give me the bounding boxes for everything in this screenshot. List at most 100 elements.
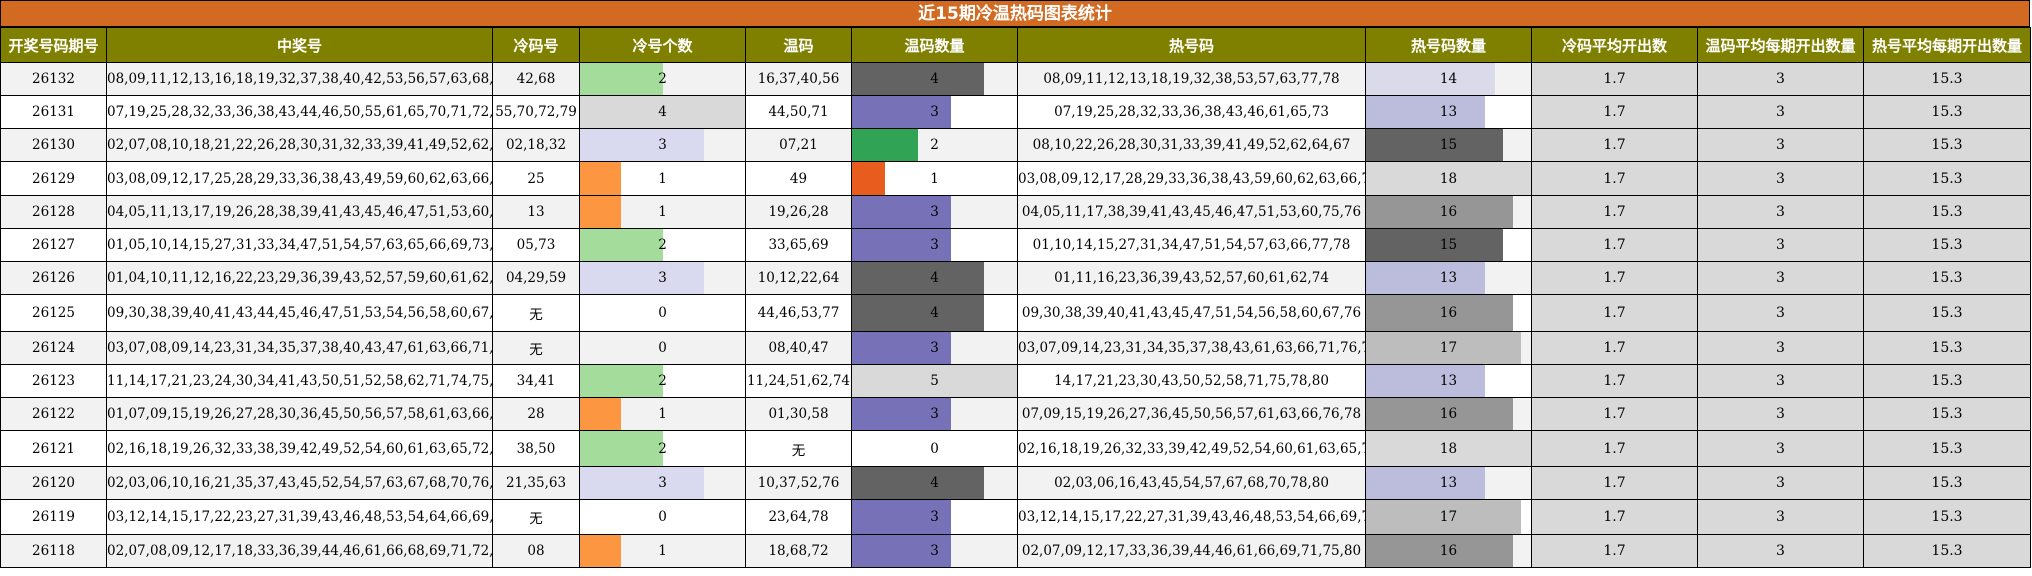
issue-cell[interactable]: 26131 bbox=[0, 95, 107, 129]
warm-count-cell[interactable]: 3 bbox=[851, 95, 1018, 129]
avg-warm-cell[interactable]: 3 bbox=[1697, 195, 1864, 229]
cold-count-cell[interactable]: 2 bbox=[579, 364, 746, 398]
hot-count-cell[interactable]: 18 bbox=[1365, 161, 1532, 196]
avg-cold-cell[interactable]: 1.7 bbox=[1531, 466, 1698, 500]
avg-cold-cell[interactable]: 1.7 bbox=[1531, 62, 1698, 96]
cold-cell[interactable]: 55,70,72,79 bbox=[492, 95, 580, 129]
issue-cell[interactable]: 26132 bbox=[0, 62, 107, 96]
avg-hot-cell[interactable]: 15.3 bbox=[1863, 128, 2031, 162]
warm-count-cell[interactable]: 1 bbox=[851, 161, 1018, 196]
numbers-cell[interactable]: 02,16,18,19,26,32,33,38,39,42,49,52,54,6… bbox=[106, 430, 493, 467]
avg-warm-cell[interactable]: 3 bbox=[1697, 499, 1864, 535]
hot-count-cell[interactable]: 16 bbox=[1365, 195, 1532, 229]
warm-cell[interactable]: 19,26,28 bbox=[745, 195, 852, 229]
avg-hot-cell[interactable]: 15.3 bbox=[1863, 294, 2031, 332]
numbers-cell[interactable]: 04,05,11,13,17,19,26,28,38,39,41,43,45,4… bbox=[106, 195, 493, 229]
avg-cold-cell[interactable]: 1.7 bbox=[1531, 364, 1698, 398]
warm-cell[interactable]: 10,37,52,76 bbox=[745, 466, 852, 500]
hot-cell[interactable]: 03,07,09,14,23,31,34,35,37,38,43,61,63,6… bbox=[1017, 331, 1366, 365]
avg-cold-cell[interactable]: 1.7 bbox=[1531, 161, 1698, 196]
avg-warm-cell[interactable]: 3 bbox=[1697, 95, 1864, 129]
warm-cell[interactable]: 无 bbox=[745, 430, 852, 467]
hot-count-cell[interactable]: 13 bbox=[1365, 261, 1532, 295]
hot-count-cell[interactable]: 13 bbox=[1365, 364, 1532, 398]
header-warm[interactable]: 温码 bbox=[745, 27, 852, 63]
cold-count-cell[interactable]: 1 bbox=[579, 397, 746, 431]
cold-count-cell[interactable]: 3 bbox=[579, 128, 746, 162]
avg-cold-cell[interactable]: 1.7 bbox=[1531, 534, 1698, 568]
warm-cell[interactable]: 01,30,58 bbox=[745, 397, 852, 431]
cold-count-cell[interactable]: 0 bbox=[579, 294, 746, 332]
avg-cold-cell[interactable]: 1.7 bbox=[1531, 261, 1698, 295]
avg-cold-cell[interactable]: 1.7 bbox=[1531, 499, 1698, 535]
numbers-cell[interactable]: 03,08,09,12,17,25,28,29,33,36,38,43,49,5… bbox=[106, 161, 493, 196]
hot-cell[interactable]: 07,09,15,19,26,27,36,45,50,56,57,61,63,6… bbox=[1017, 397, 1366, 431]
cold-count-cell[interactable]: 3 bbox=[579, 466, 746, 500]
hot-cell[interactable]: 03,08,09,12,17,28,29,33,36,38,43,59,60,6… bbox=[1017, 161, 1366, 196]
issue-cell[interactable]: 26118 bbox=[0, 534, 107, 568]
avg-cold-cell[interactable]: 1.7 bbox=[1531, 397, 1698, 431]
header-issue[interactable]: 开奖号码期号 bbox=[0, 27, 107, 63]
header-numbers[interactable]: 中奖号 bbox=[106, 27, 493, 63]
issue-cell[interactable]: 26121 bbox=[0, 430, 107, 467]
cold-count-cell[interactable]: 1 bbox=[579, 195, 746, 229]
avg-cold-cell[interactable]: 1.7 bbox=[1531, 95, 1698, 129]
issue-cell[interactable]: 26130 bbox=[0, 128, 107, 162]
header-cold[interactable]: 冷码号 bbox=[492, 27, 580, 63]
hot-cell[interactable]: 02,07,09,12,17,33,36,39,44,46,61,66,69,7… bbox=[1017, 534, 1366, 568]
warm-count-cell[interactable]: 3 bbox=[851, 228, 1018, 262]
warm-cell[interactable]: 07,21 bbox=[745, 128, 852, 162]
cold-cell[interactable]: 05,73 bbox=[492, 228, 580, 262]
hot-count-cell[interactable]: 17 bbox=[1365, 331, 1532, 365]
numbers-cell[interactable]: 09,30,38,39,40,41,43,44,45,46,47,51,53,5… bbox=[106, 294, 493, 332]
avg-hot-cell[interactable]: 15.3 bbox=[1863, 95, 2031, 129]
avg-warm-cell[interactable]: 3 bbox=[1697, 128, 1864, 162]
avg-warm-cell[interactable]: 3 bbox=[1697, 294, 1864, 332]
avg-hot-cell[interactable]: 15.3 bbox=[1863, 397, 2031, 431]
issue-cell[interactable]: 26120 bbox=[0, 466, 107, 500]
hot-count-cell[interactable]: 18 bbox=[1365, 430, 1532, 467]
warm-cell[interactable]: 49 bbox=[745, 161, 852, 196]
header-hot-count[interactable]: 热号码数量 bbox=[1365, 27, 1532, 63]
hot-cell[interactable]: 14,17,21,23,30,43,50,52,58,71,75,78,80 bbox=[1017, 364, 1366, 398]
numbers-cell[interactable]: 07,19,25,28,32,33,36,38,43,44,46,50,55,6… bbox=[106, 95, 493, 129]
hot-count-cell[interactable]: 14 bbox=[1365, 62, 1532, 96]
cold-cell[interactable]: 38,50 bbox=[492, 430, 580, 467]
avg-hot-cell[interactable]: 15.3 bbox=[1863, 499, 2031, 535]
issue-cell[interactable]: 26125 bbox=[0, 294, 107, 332]
avg-warm-cell[interactable]: 3 bbox=[1697, 62, 1864, 96]
header-avg-cold[interactable]: 冷码平均开出数 bbox=[1531, 27, 1698, 63]
numbers-cell[interactable]: 02,03,06,10,16,21,35,37,43,45,52,54,57,6… bbox=[106, 466, 493, 500]
hot-cell[interactable]: 04,05,11,17,38,39,41,43,45,46,47,51,53,6… bbox=[1017, 195, 1366, 229]
cold-cell[interactable]: 无 bbox=[492, 331, 580, 365]
hot-cell[interactable]: 02,16,18,19,26,32,33,39,42,49,52,54,60,6… bbox=[1017, 430, 1366, 467]
avg-cold-cell[interactable]: 1.7 bbox=[1531, 430, 1698, 467]
warm-count-cell[interactable]: 4 bbox=[851, 62, 1018, 96]
avg-cold-cell[interactable]: 1.7 bbox=[1531, 228, 1698, 262]
avg-warm-cell[interactable]: 3 bbox=[1697, 364, 1864, 398]
hot-cell[interactable]: 07,19,25,28,32,33,36,38,43,46,61,65,73 bbox=[1017, 95, 1366, 129]
numbers-cell[interactable]: 02,07,08,09,12,17,18,33,36,39,44,46,61,6… bbox=[106, 534, 493, 568]
cold-count-cell[interactable]: 0 bbox=[579, 499, 746, 535]
warm-count-cell[interactable]: 3 bbox=[851, 195, 1018, 229]
warm-count-cell[interactable]: 5 bbox=[851, 364, 1018, 398]
warm-cell[interactable]: 10,12,22,64 bbox=[745, 261, 852, 295]
issue-cell[interactable]: 26124 bbox=[0, 331, 107, 365]
issue-cell[interactable]: 26129 bbox=[0, 161, 107, 196]
header-hot[interactable]: 热号码 bbox=[1017, 27, 1366, 63]
avg-warm-cell[interactable]: 3 bbox=[1697, 534, 1864, 568]
hot-cell[interactable]: 02,03,06,16,43,45,54,57,67,68,70,78,80 bbox=[1017, 466, 1366, 500]
issue-cell[interactable]: 26128 bbox=[0, 195, 107, 229]
cold-cell[interactable]: 28 bbox=[492, 397, 580, 431]
header-cold-count[interactable]: 冷号个数 bbox=[579, 27, 746, 63]
avg-warm-cell[interactable]: 3 bbox=[1697, 261, 1864, 295]
hot-count-cell[interactable]: 13 bbox=[1365, 95, 1532, 129]
cold-cell[interactable]: 无 bbox=[492, 294, 580, 332]
cold-cell[interactable]: 21,35,63 bbox=[492, 466, 580, 500]
avg-hot-cell[interactable]: 15.3 bbox=[1863, 195, 2031, 229]
numbers-cell[interactable]: 01,04,10,11,12,16,22,23,29,36,39,43,52,5… bbox=[106, 261, 493, 295]
warm-count-cell[interactable]: 0 bbox=[851, 430, 1018, 467]
issue-cell[interactable]: 26119 bbox=[0, 499, 107, 535]
header-warm-count[interactable]: 温码数量 bbox=[851, 27, 1018, 63]
avg-hot-cell[interactable]: 15.3 bbox=[1863, 261, 2031, 295]
